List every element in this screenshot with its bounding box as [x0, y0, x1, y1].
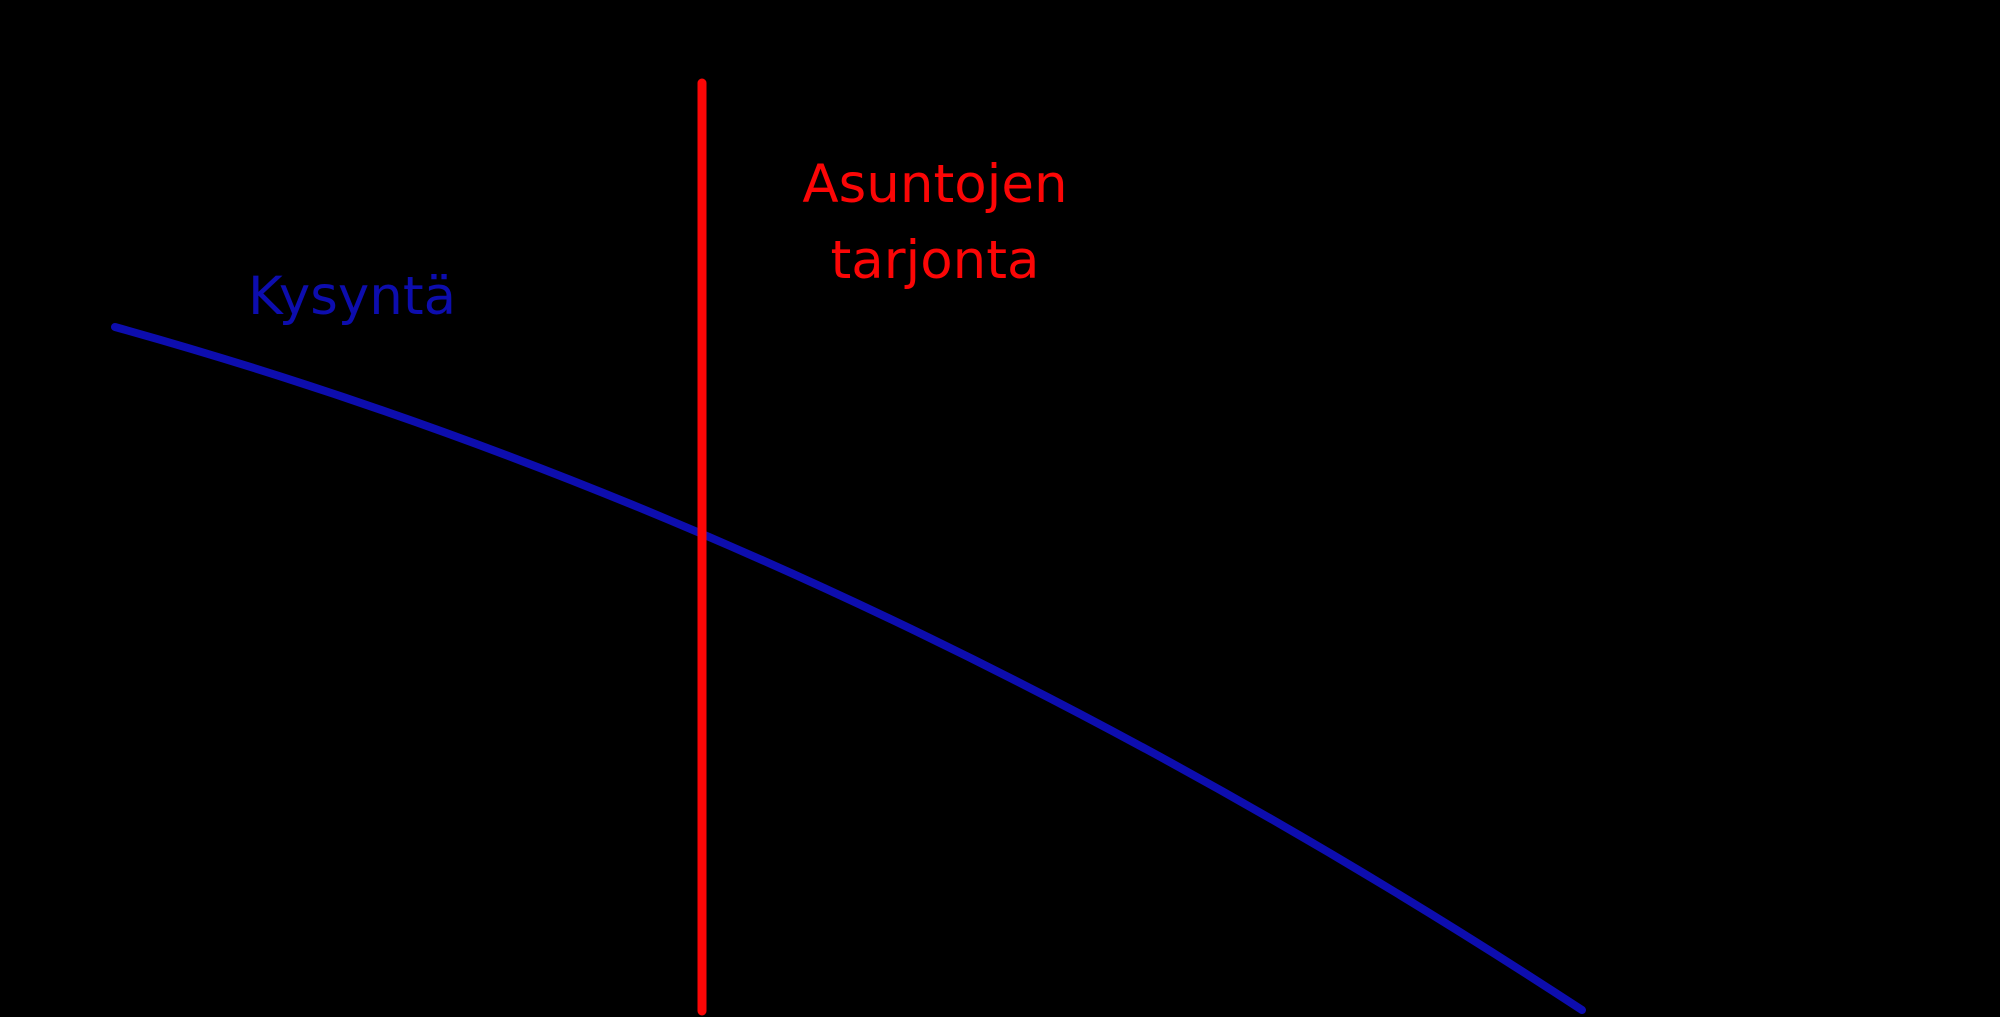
demand-curve-label: Kysyntä	[248, 266, 457, 327]
supply-label-line1: Asuntojen	[802, 154, 1068, 215]
demand-curve	[111, 323, 1586, 1014]
supply-label-line2: tarjonta	[830, 230, 1040, 291]
supply-line-label: Asuntojen tarjonta	[802, 147, 1067, 299]
